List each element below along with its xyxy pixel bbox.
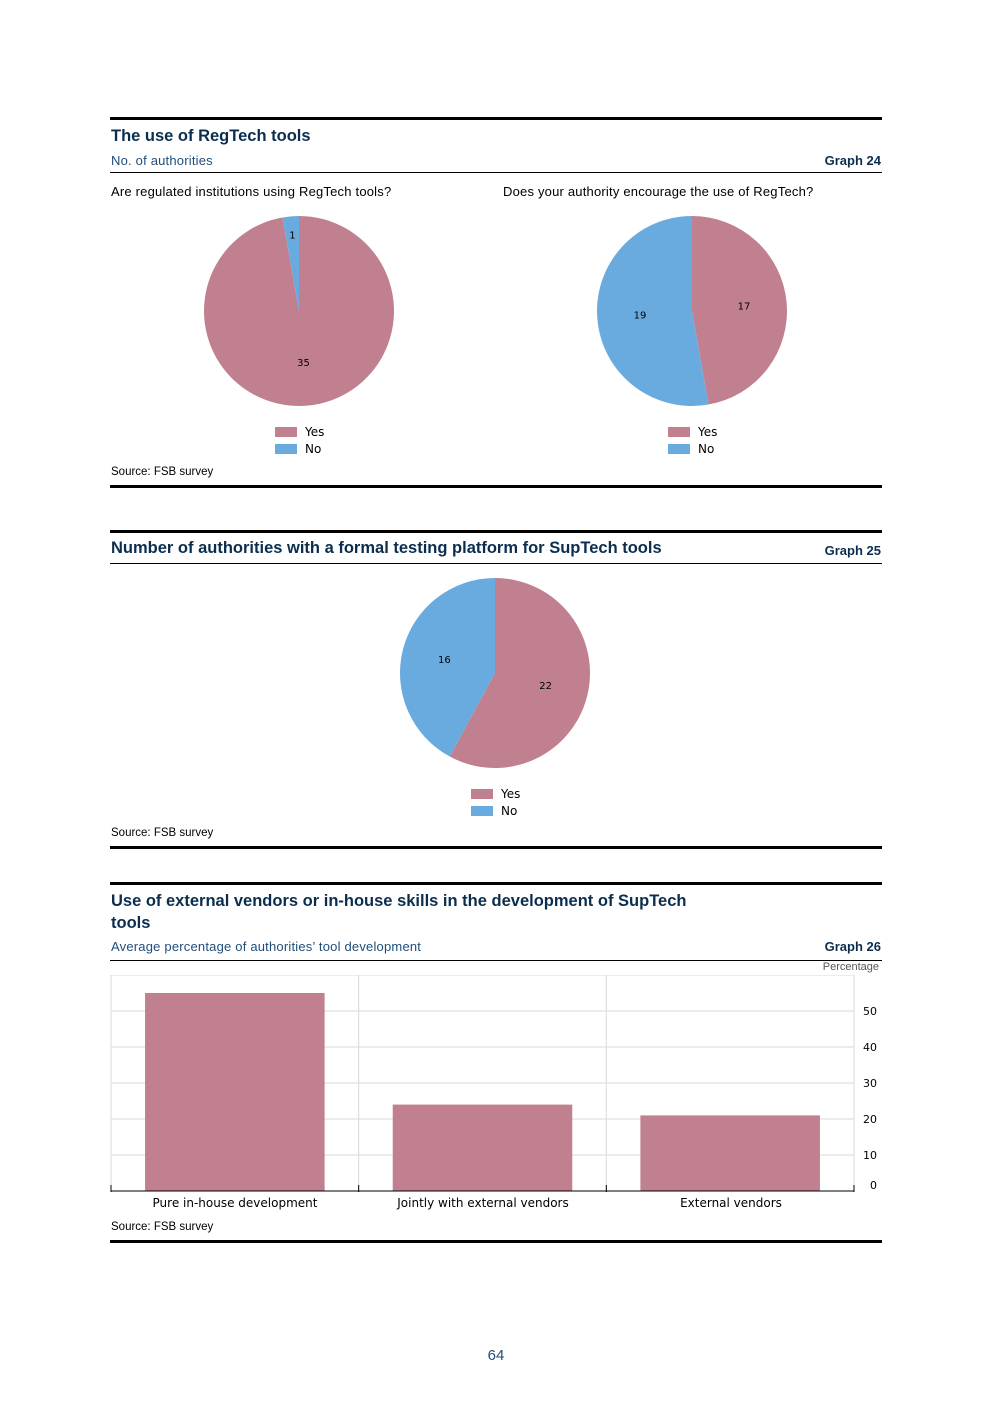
legend-yes-label: Yes (698, 424, 718, 439)
graph26-title-line2: tools (111, 914, 151, 932)
pie-data-label: 17 (738, 301, 751, 312)
graph25-title: Number of authorities with a formal test… (111, 539, 662, 557)
bar-0 (145, 993, 325, 1191)
graph26-source: Source: FSB survey (111, 1221, 214, 1233)
legend-no-swatch (668, 443, 690, 454)
pie-data-label: 1 (289, 230, 295, 241)
legend-no-label: No (501, 803, 518, 818)
graph26-number: Graph 26 (824, 939, 881, 954)
graph24-right-legend: Yes No (668, 423, 717, 457)
graph24-header-rule (110, 172, 882, 173)
graph24-right-question: Does your authority encourage the use of… (503, 184, 814, 199)
legend-no-swatch (275, 443, 297, 454)
graph26-bottom-rule (110, 1240, 882, 1243)
legend-yes-label: Yes (305, 424, 325, 439)
graph26-top-rule (110, 882, 882, 885)
y-tick-label: 40 (863, 1041, 877, 1054)
graph26-title-line1: Use of external vendors or in-house skil… (111, 892, 687, 910)
legend-no-label: No (698, 441, 715, 456)
graph26-header-rule (110, 960, 882, 961)
bar-1 (392, 1104, 573, 1191)
graph25-top-rule (110, 530, 882, 533)
graph26-subtitle: Average percentage of authorities’ tool … (111, 939, 422, 954)
bar-category-label-2: External vendors (680, 1196, 782, 1210)
y-tick-label: 10 (863, 1149, 877, 1162)
pie-data-label: 19 (634, 311, 647, 322)
graph25-source: Source: FSB survey (111, 827, 214, 839)
pie-chart-regtech-use: 35 1 (204, 216, 395, 406)
y-tick-label: 50 (863, 1005, 877, 1018)
pie-slice-yes (692, 216, 787, 405)
bar-2 (640, 1115, 820, 1191)
graph25-legend: Yes No (471, 785, 520, 819)
page-number: 64 (487, 1347, 505, 1364)
graph24-subtitle: No. of authorities (111, 153, 213, 168)
bar-category-label-0: Pure in-house development (152, 1196, 318, 1210)
legend-yes-swatch (275, 426, 297, 437)
graph24-number: Graph 24 (824, 153, 881, 168)
graph24-bottom-rule (110, 485, 882, 488)
pie-data-label: 16 (438, 655, 451, 666)
graph24-title: The use of RegTech tools (111, 127, 311, 145)
bar-category-label-1: Jointly with external vendors (397, 1196, 569, 1210)
pie-slice-no (282, 216, 299, 311)
y-tick-label: 0 (870, 1179, 877, 1192)
legend-no-swatch (471, 805, 493, 816)
graph26-unit-label: Percentage (822, 961, 879, 973)
pie-slice-no (400, 578, 495, 757)
y-tick-label: 20 (863, 1113, 877, 1126)
bar-chart-suptech-development: 0 10 20 30 40 50 (110, 975, 877, 1192)
pie-data-label: 22 (539, 681, 552, 692)
graph25-bottom-rule (110, 846, 882, 849)
graph25-header-rule (110, 563, 882, 564)
legend-yes-label: Yes (501, 786, 521, 801)
pie-slice-yes (449, 578, 590, 768)
graph24-source: Source: FSB survey (111, 466, 214, 478)
pie-data-label: 35 (297, 358, 310, 369)
graph24-left-question: Are regulated institutions using RegTech… (111, 184, 392, 199)
pie-slice-yes (204, 216, 395, 406)
pie-chart-testing-platform: 22 16 (400, 578, 590, 768)
pie-slice-no (597, 216, 709, 406)
graph24-top-rule (110, 117, 882, 120)
legend-yes-swatch (668, 426, 690, 437)
legend-no-label: No (305, 441, 322, 456)
graph24-left-legend: Yes No (275, 423, 324, 457)
legend-yes-swatch (471, 788, 493, 799)
graph25-number: Graph 25 (824, 543, 881, 558)
y-tick-label: 30 (863, 1077, 877, 1090)
